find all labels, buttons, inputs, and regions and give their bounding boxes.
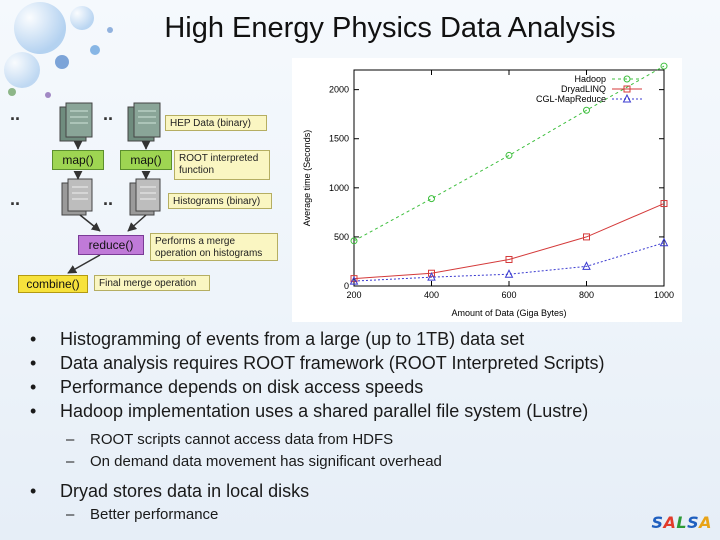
legend-label: CGL-MapReduce [536, 94, 606, 104]
bullet-item: • Histogramming of events from a large (u… [30, 329, 710, 353]
logo-letter: A [699, 513, 712, 532]
dash-marker: – [66, 431, 75, 448]
data-point-marker [504, 269, 514, 278]
data-point-marker [350, 275, 358, 283]
bullet-marker: • [30, 401, 37, 421]
data-point-marker [428, 195, 435, 203]
logo-letter: A [663, 513, 677, 532]
bullet-marker: • [30, 377, 37, 397]
sub-bullet-text: Better performance [90, 506, 219, 523]
ellipsis-indicator: .. [10, 104, 21, 124]
histograms-label: Histograms (binary) [168, 193, 272, 209]
legend-label: Hadoop [574, 74, 606, 84]
x-tick-label: 400 [424, 290, 439, 300]
histogram-file-icon [61, 178, 93, 216]
x-tick-label: 1000 [654, 290, 674, 300]
sub-bullet-list: – ROOT scripts cannot access data from HD… [0, 431, 700, 475]
reduce-box: reduce() [78, 235, 144, 255]
bullet-text: Data analysis requires ROOT framework (R… [60, 353, 605, 373]
data-point-marker [623, 75, 631, 83]
data-point-marker [427, 272, 436, 281]
logo-letter: S [651, 513, 664, 532]
data-point-marker [583, 106, 590, 114]
diagram-connectors [59, 102, 161, 274]
ellipsis-indicator: .. [103, 189, 114, 209]
ellipsis-indicator: .. [103, 104, 114, 124]
mapreduce-diagram: .. .. .. .. HEP Data (binary) map() map(… [0, 95, 290, 300]
y-axis-label: Average time (Seconds) [302, 130, 312, 226]
sub-bullet-item: – Better performance [0, 506, 500, 528]
bullet-item: • Hadoop implementation uses a shared par… [30, 401, 710, 425]
bullet-item: • Data analysis requires ROOT framework (… [30, 353, 710, 377]
data-point-marker [659, 237, 669, 247]
plot-frame [353, 69, 665, 287]
bullet-list: • Histogramming of events from a large (u… [30, 329, 710, 425]
x-tick-label: 600 [501, 290, 516, 300]
data-point-marker [660, 62, 668, 70]
series-line [353, 203, 665, 280]
bullet-text: Histogramming of events from a large (up… [60, 329, 525, 349]
sub-bullet-item: – On demand data movement has significant… [0, 453, 700, 475]
bullet-marker: • [30, 481, 37, 501]
decorative-corner-graphic [4, 2, 113, 98]
ellipsis-indicator: .. [10, 189, 21, 209]
merge-operation-label: Performs a merge operation on histograms [150, 233, 278, 261]
bullet-item: • Performance depends on disk access spee… [30, 377, 710, 401]
performance-chart: 0 500 1000 1500 2000 200 400 600 800 1000 Amount o… [292, 58, 682, 322]
hep-data-label: HEP Data (binary) [165, 115, 267, 131]
logo-letter: S [687, 513, 700, 532]
map-box: map() [52, 150, 104, 170]
hep-data-file-icon [59, 102, 93, 142]
slide-title: High Energy Physics Data Analysis [164, 12, 616, 44]
performance-chart-svg: 0 500 1000 1500 2000 200 400 600 800 1000 Amount o… [302, 62, 674, 318]
combine-box: combine() [18, 275, 88, 293]
sub-bullet-list-2: – Better performance [0, 506, 500, 528]
x-tick-label: 800 [579, 290, 594, 300]
legend-label: DryadLINQ [561, 84, 606, 94]
data-point-marker [582, 261, 591, 270]
y-tick-label: 1000 [329, 183, 349, 193]
dash-marker: – [66, 506, 75, 523]
bullet-marker: • [30, 329, 37, 349]
y-tick-label: 500 [334, 232, 349, 242]
x-tick-label: 200 [346, 290, 361, 300]
bullet-item: • Dryad stores data in local disks [30, 481, 710, 505]
series-line [353, 65, 665, 242]
data-point-marker [349, 275, 359, 285]
histogram-file-icon [129, 178, 161, 216]
data-point-marker [505, 255, 513, 263]
final-merge-label: Final merge operation [94, 275, 210, 291]
data-point-marker [350, 237, 358, 245]
data-point-marker [583, 233, 590, 241]
logo-letter: L [676, 513, 688, 532]
data-point-marker [428, 269, 435, 277]
x-axis-label: Amount of Data (Giga Bytes) [451, 308, 566, 318]
dash-marker: – [66, 453, 75, 470]
salsa-logo: SALSA [651, 513, 712, 532]
sub-bullet-item: – ROOT scripts cannot access data from HD… [0, 431, 700, 453]
bullet-text: Performance depends on disk access speed… [60, 377, 424, 397]
hep-data-file-icon [127, 102, 161, 142]
series-line [353, 242, 665, 282]
bullet-list-2: • Dryad stores data in local disks [30, 481, 710, 505]
bullet-marker: • [30, 353, 37, 373]
bullet-text: Dryad stores data in local disks [60, 481, 310, 501]
data-point-marker [660, 200, 668, 208]
data-point-marker [622, 93, 632, 103]
map-box: map() [120, 150, 172, 170]
root-function-label: ROOT interpreted function [174, 150, 270, 180]
data-point-marker [623, 85, 631, 93]
sub-bullet-text: ROOT scripts cannot access data from HDF… [90, 431, 394, 448]
y-tick-label: 0 [344, 281, 349, 291]
y-tick-label: 1500 [329, 134, 349, 144]
bullet-text: Hadoop implementation uses a shared para… [60, 401, 589, 421]
y-tick-label: 2000 [329, 85, 349, 95]
sub-bullet-text: On demand data movement has significant … [90, 453, 442, 470]
data-point-marker [505, 151, 513, 159]
